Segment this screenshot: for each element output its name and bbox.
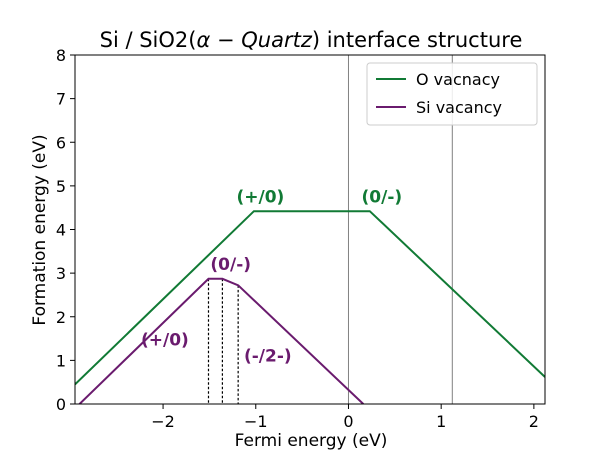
plot-area: −2 −1 0 1 2 0 1 2 3 4 5 6 7 8 (+/0) (0/-) (0/-) (+/0) (-/2… <box>56 46 546 431</box>
y-tick-label: 5 <box>56 177 66 196</box>
legend-box <box>366 62 538 126</box>
legend-label-0: O vacnacy <box>416 70 500 89</box>
transition-annotation-2: (0/-) <box>210 255 251 275</box>
chart-title: Si / SiO2(α − Quartz) interface structur… <box>100 28 523 52</box>
y-tick-label: 4 <box>56 221 66 240</box>
x-axis-label: Fermi energy (eV) <box>235 431 388 451</box>
transition-annotation-0: (+/0) <box>236 187 284 207</box>
x-tick-label: 2 <box>529 412 539 431</box>
series-line-0 <box>75 210 545 386</box>
transition-annotation-1: (0/-) <box>362 187 403 207</box>
y-tick-label: 2 <box>56 308 66 327</box>
x-tick-label: −2 <box>151 412 175 431</box>
y-axis-label: Formation energy (eV) <box>30 134 50 325</box>
x-tick-label: 0 <box>343 412 353 431</box>
x-tick-label: −1 <box>244 412 268 431</box>
y-tick-label: 3 <box>56 264 66 283</box>
series-lines <box>75 210 545 404</box>
series-line-1 <box>78 277 364 404</box>
transition-annotation-3: (+/0) <box>141 331 189 351</box>
y-tick-label: 0 <box>56 395 66 414</box>
y-tick-label: 1 <box>56 351 66 370</box>
legend-label-1: Si vacancy <box>416 98 502 117</box>
x-tick-label: 1 <box>436 412 446 431</box>
transition-annotation-4: (-/2-) <box>244 347 292 367</box>
y-tick-label: 7 <box>56 90 66 109</box>
y-tick-label: 6 <box>56 133 66 152</box>
y-tick-label: 8 <box>56 46 66 65</box>
